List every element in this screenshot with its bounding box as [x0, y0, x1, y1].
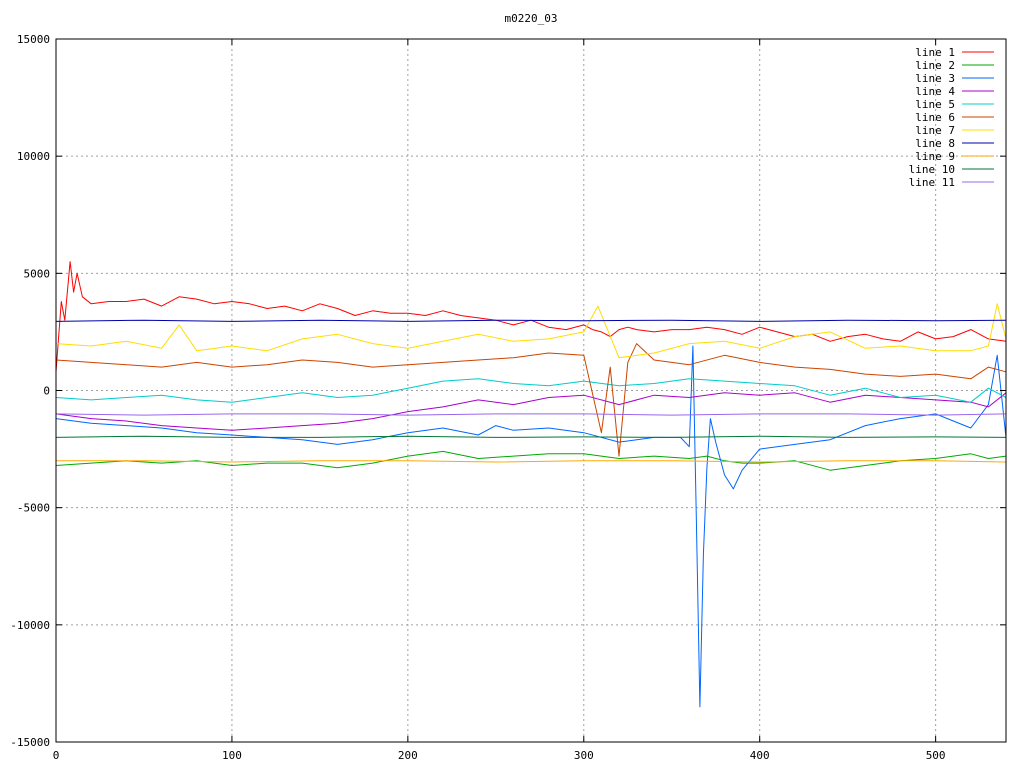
series-line-1 [55, 261, 1007, 372]
series-line-8 [55, 319, 1007, 322]
y-tick-label: 10000 [17, 150, 50, 163]
legend-label: line 2 [915, 59, 955, 72]
x-tick-label: 0 [53, 749, 60, 762]
x-tick-label: 400 [750, 749, 770, 762]
series-line-3 [55, 345, 1007, 708]
axis-ticks: 0 100 200 300 400 500 -15000 -10000 -5000 0 5000 10… [10, 33, 1006, 762]
legend-label: line 3 [915, 72, 955, 85]
x-tick-label: 100 [222, 749, 242, 762]
x-tick-label: 500 [926, 749, 946, 762]
y-tick-label: -5000 [17, 502, 50, 515]
legend-label: line 10 [909, 163, 955, 176]
y-tick-label: -10000 [10, 619, 50, 632]
series-line-4 [55, 392, 1007, 431]
series-group [55, 261, 1007, 708]
y-tick-label: 0 [43, 385, 50, 398]
series-line-9 [56, 460, 1007, 463]
y-tick-label: 15000 [17, 33, 50, 46]
series-line-5 [55, 378, 1007, 403]
legend-label: line 4 [915, 85, 955, 98]
chart-title: m0220_03 [505, 12, 558, 25]
y-tick-label: 5000 [24, 267, 51, 280]
series-line-2 [55, 450, 1007, 471]
legend-label: line 1 [915, 46, 955, 59]
legend-label: line 7 [915, 124, 955, 137]
series-line-6 [55, 343, 1007, 457]
x-tick-label: 200 [398, 749, 418, 762]
grid [56, 39, 1006, 742]
series-line-10 [55, 435, 1007, 438]
legend-label: line 11 [909, 176, 955, 189]
y-tick-label: -15000 [10, 736, 50, 749]
series-line-11 [55, 413, 1007, 416]
legend-label: line 8 [915, 137, 955, 150]
x-tick-label: 300 [574, 749, 594, 762]
legend-label: line 6 [915, 111, 955, 124]
legend-label: line 5 [915, 98, 955, 111]
legend-label: line 9 [915, 150, 955, 163]
series-line-7 [55, 303, 1007, 359]
